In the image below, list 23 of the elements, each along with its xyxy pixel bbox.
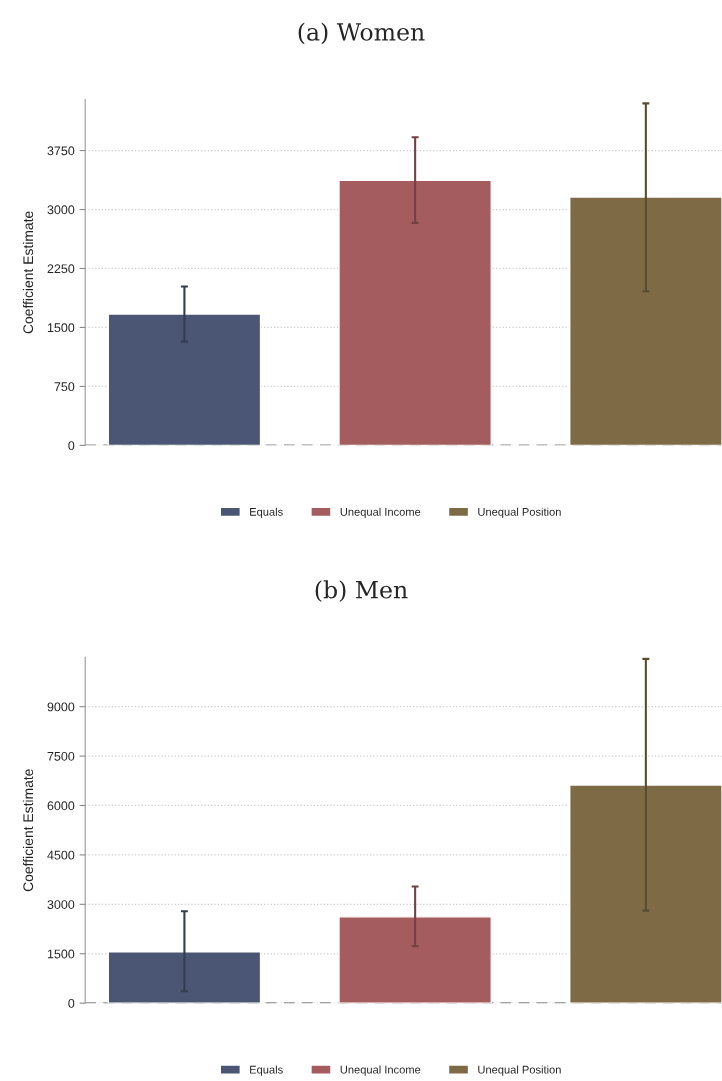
legend-label: Unequal Income [340,1065,421,1076]
legend-label: Equals [250,507,283,519]
y-tick-label: 4500 [47,850,75,860]
y-tick-label: 0 [68,441,75,451]
y-tick-label: 3750 [47,146,75,156]
y-tick-label: 2250 [47,264,75,274]
y-tick-label: 9000 [47,702,75,712]
y-tick-label: 6000 [47,801,75,811]
chart-title: (a) Women [298,22,425,45]
y-tick-label: 1500 [47,949,75,959]
y-tick-label: 7500 [47,751,75,761]
y-tick-label: 750 [54,382,75,392]
legend-label: Unequal Income [340,507,421,519]
legend-label: Equals [250,1065,283,1076]
legend-label: Unequal Position [478,1065,561,1076]
y-axis-title: Coefficient Estimate [22,769,34,892]
y-tick-label: 3000 [47,900,75,909]
y-axis-title: Coefficient Estimate [22,211,34,334]
legend-label: Unequal Position [478,507,561,519]
y-tick-label: 0 [68,998,75,1008]
y-tick-label: 3000 [47,205,75,215]
y-tick-label: 1500 [47,323,75,333]
chart-title: (b) Men [315,580,408,602]
